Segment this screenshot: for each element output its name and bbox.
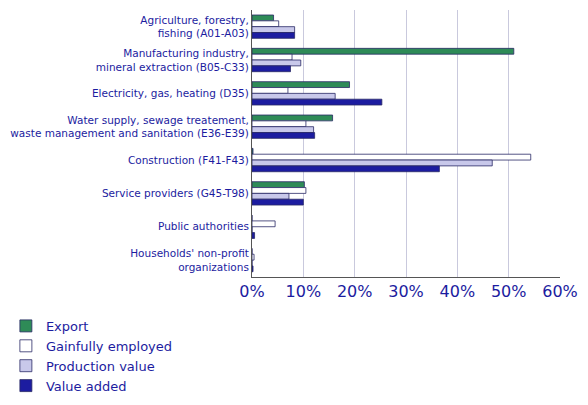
svg-text:30%: 30% bbox=[388, 282, 424, 301]
svg-text:10%: 10% bbox=[286, 282, 322, 301]
svg-text:20%: 20% bbox=[337, 282, 373, 301]
svg-text:Electricity, gas, heating (D35: Electricity, gas, heating (D35) bbox=[92, 87, 249, 99]
svg-text:Water supply, sewage treatemen: Water supply, sewage treatement,waste ma… bbox=[10, 114, 249, 140]
svg-text:40%: 40% bbox=[440, 282, 476, 301]
svg-text:Agriculture, forestry,fishing: Agriculture, forestry,fishing (A01-A03) bbox=[140, 14, 249, 40]
svg-text:0%: 0% bbox=[239, 282, 264, 301]
svg-text:Service providers (G45-T98): Service providers (G45-T98) bbox=[102, 187, 249, 199]
svg-text:Gainfully employed: Gainfully employed bbox=[46, 339, 172, 354]
svg-text:60%: 60% bbox=[542, 282, 578, 301]
svg-text:50%: 50% bbox=[491, 282, 527, 301]
svg-text:Households' non-profitorganiza: Households' non-profitorganizations bbox=[130, 247, 249, 273]
svg-text:Construction (F41-F43): Construction (F41-F43) bbox=[128, 154, 249, 166]
svg-text:Production value: Production value bbox=[46, 359, 155, 374]
svg-text:Export: Export bbox=[46, 319, 89, 334]
svg-text:Value added: Value added bbox=[46, 379, 127, 394]
svg-text:Public authorities: Public authorities bbox=[158, 220, 249, 232]
svg-text:Manufacturing industry,mineral: Manufacturing industry,mineral extractio… bbox=[96, 47, 249, 73]
